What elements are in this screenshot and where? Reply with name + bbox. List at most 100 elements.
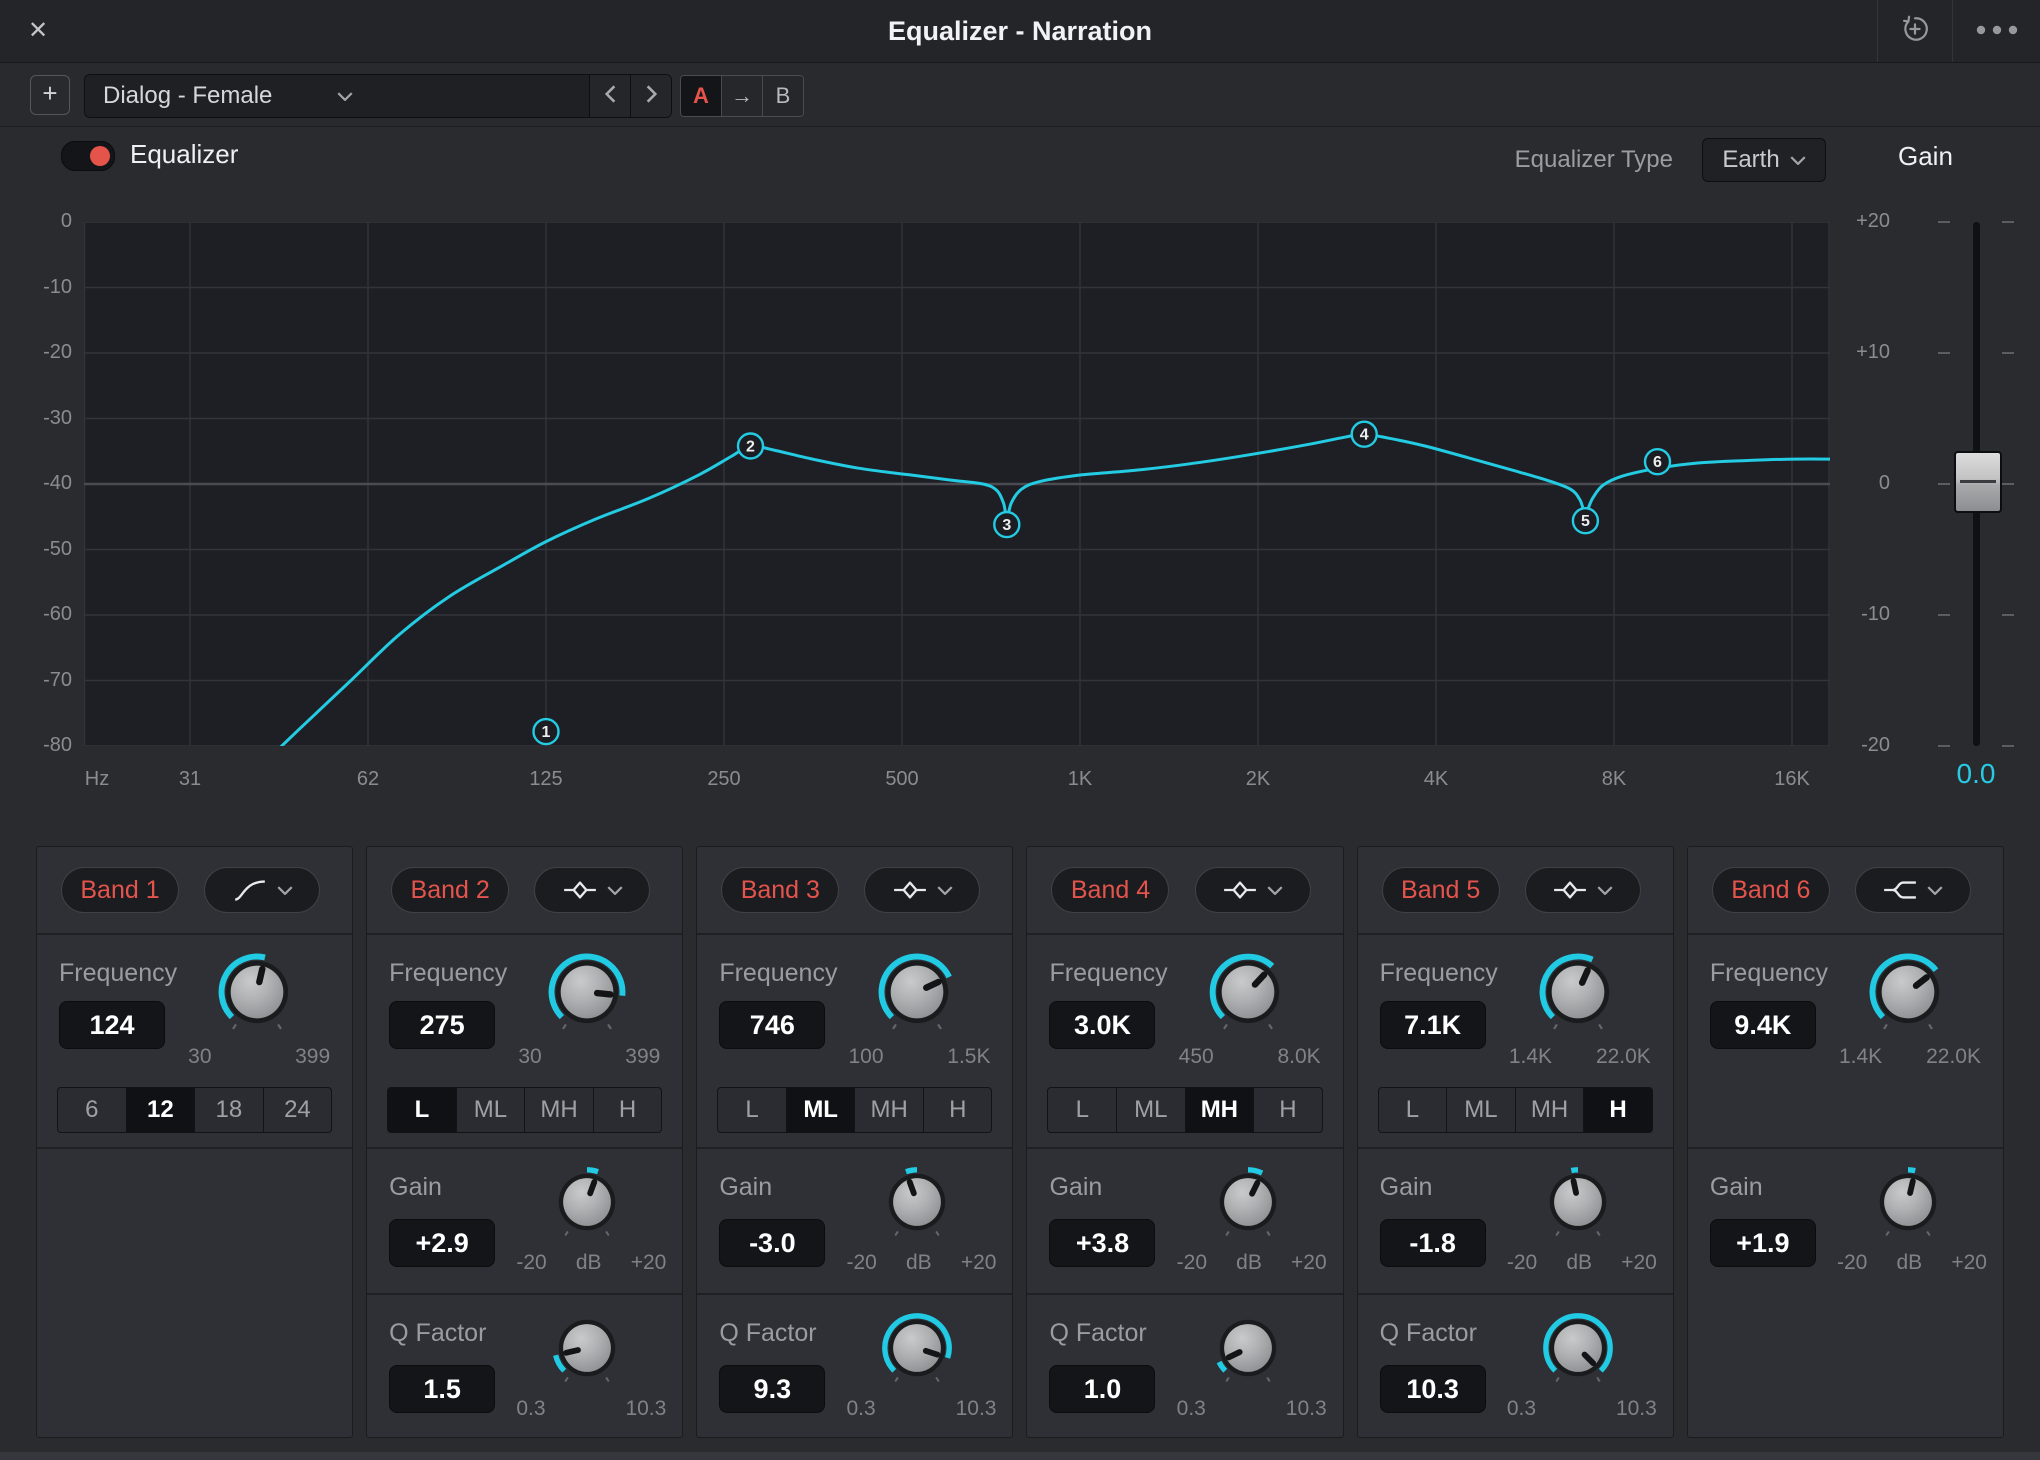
band-5-filter-dropdown[interactable]: [1524, 867, 1641, 913]
ab-a-button[interactable]: A: [681, 76, 721, 116]
band-4-header: Band 4: [1027, 847, 1342, 933]
band-1-frequency-knob[interactable]: [214, 949, 300, 1035]
band-2-selector-MH[interactable]: MH: [525, 1088, 593, 1132]
range-min-label: -20: [1836, 1251, 1868, 1274]
band-5-frequency-knob[interactable]: [1535, 949, 1621, 1035]
band-3-gain-value[interactable]: -3.0: [719, 1219, 826, 1267]
band-1-empty-section: [37, 1293, 352, 1437]
band-4-selector-ML[interactable]: ML: [1117, 1088, 1185, 1132]
band-4-button[interactable]: Band 4: [1051, 867, 1170, 913]
band-4-frequency-value[interactable]: 3.0K: [1049, 1001, 1156, 1049]
band-3-filter-dropdown[interactable]: [864, 867, 981, 913]
band-6-filter-dropdown[interactable]: [1854, 867, 1971, 913]
band-4-q-knob[interactable]: [1209, 1309, 1287, 1387]
band-3-q-value[interactable]: 9.3: [719, 1365, 826, 1413]
svg-text:3: 3: [1002, 517, 1011, 534]
eq-marker-6[interactable]: 6: [1643, 447, 1672, 476]
band-2-q-knob[interactable]: [548, 1309, 626, 1387]
band-3-gain-knob[interactable]: [878, 1163, 956, 1241]
band-1-frequency-value[interactable]: 124: [59, 1001, 165, 1049]
band-5-selector-H[interactable]: H: [1584, 1088, 1652, 1132]
band-5-q-knob[interactable]: [1539, 1309, 1617, 1387]
band-4-frequency-knob[interactable]: [1205, 949, 1291, 1035]
ab-b-button[interactable]: B: [762, 76, 803, 116]
eq-marker-2[interactable]: 2: [736, 432, 765, 460]
eq-marker-4[interactable]: 4: [1350, 420, 1378, 448]
band-4-selector-L[interactable]: L: [1048, 1088, 1117, 1132]
previous-preset-button[interactable]: [589, 75, 630, 117]
band-4-q-section: Q Factor 1.0 0.3 10.3: [1027, 1293, 1343, 1437]
band-3-selector-L[interactable]: L: [718, 1088, 786, 1132]
band-5-panel: Band 5 Frequency 7.1K 1.4K 22.0K: [1356, 846, 1674, 1438]
bottom-resize-bar[interactable]: [0, 1452, 2040, 1460]
band-5-gain-value[interactable]: -1.8: [1379, 1219, 1486, 1267]
preset-dropdown[interactable]: Dialog - Female: [85, 75, 589, 117]
band-2-selector-ML[interactable]: ML: [456, 1088, 525, 1132]
band-2-filter-dropdown[interactable]: [534, 867, 651, 913]
band-4-gain-value[interactable]: +3.8: [1049, 1219, 1156, 1267]
band-3-button[interactable]: Band 3: [721, 867, 840, 913]
band-3-frequency-knob[interactable]: [874, 949, 960, 1035]
y-axis-label: -10: [43, 276, 72, 298]
band-1-selector-18[interactable]: 18: [195, 1088, 263, 1132]
range-min-label: 1.4K: [1508, 1045, 1553, 1068]
reset-button[interactable]: [1878, 0, 1952, 62]
band-2-gain-knob[interactable]: [548, 1163, 626, 1241]
band-4-selector-H[interactable]: H: [1254, 1088, 1322, 1132]
close-button[interactable]: ✕: [27, 17, 49, 44]
band-4-selector-MH[interactable]: MH: [1185, 1088, 1254, 1132]
band-6-gain-value[interactable]: +1.9: [1709, 1219, 1816, 1267]
band-4-q-value[interactable]: 1.0: [1049, 1365, 1156, 1413]
band-2-frequency-value[interactable]: 275: [389, 1001, 496, 1049]
band-3-selector-H[interactable]: H: [923, 1088, 992, 1132]
band-1-button[interactable]: Band 1: [61, 867, 179, 913]
ab-arrow-button[interactable]: →: [721, 76, 762, 116]
band-1-selector-6[interactable]: 6: [58, 1088, 126, 1132]
eq-curve-plot[interactable]: 1 2 3 4 5 6: [84, 222, 1830, 746]
band-2-selector-L[interactable]: L: [388, 1088, 456, 1132]
band-1-filter-dropdown[interactable]: [204, 867, 321, 913]
next-preset-button[interactable]: [630, 75, 671, 117]
band-6-frequency-knob[interactable]: [1865, 949, 1951, 1035]
band-5-gain-knob[interactable]: [1539, 1163, 1617, 1241]
band-5-q-section: Q Factor 10.3 0.3 10.3: [1357, 1293, 1673, 1437]
band-5-frequency-value[interactable]: 7.1K: [1379, 1001, 1486, 1049]
band-4-filter-dropdown[interactable]: [1194, 867, 1311, 913]
band-5-selector-L[interactable]: L: [1378, 1088, 1447, 1132]
band-3-q-knob[interactable]: [878, 1309, 956, 1387]
eq-marker-5[interactable]: 5: [1571, 507, 1600, 535]
add-preset-button[interactable]: +: [30, 75, 70, 115]
chevron-down-icon: [607, 885, 623, 895]
band-2-selector-H[interactable]: H: [593, 1088, 662, 1132]
band-4-gain-knob[interactable]: [1209, 1163, 1287, 1241]
output-gain-value[interactable]: 0.0: [1956, 758, 1996, 789]
output-gain-fader-handle[interactable]: [1954, 451, 2002, 513]
band-5-q-value[interactable]: 10.3: [1379, 1365, 1486, 1413]
band-6-frequency-value[interactable]: 9.4K: [1709, 1001, 1816, 1049]
band-2-q-value[interactable]: 1.5: [389, 1365, 496, 1413]
band-2-button[interactable]: Band 2: [391, 867, 510, 913]
equalizer-toggle[interactable]: [61, 141, 115, 171]
y-axis-label: -60: [43, 603, 72, 625]
band-1-panel: Band 1 Frequency 124 30 399: [36, 846, 354, 1438]
band-2-frequency-knob[interactable]: [544, 949, 630, 1035]
band-4-selector: L ML MH H: [1047, 1087, 1323, 1133]
band-5-selector-ML[interactable]: ML: [1447, 1088, 1515, 1132]
band-3-selector-MH[interactable]: MH: [855, 1088, 923, 1132]
band-3-selector-ML[interactable]: ML: [786, 1088, 855, 1132]
band-2-gain-value[interactable]: +2.9: [389, 1219, 496, 1267]
frequency-label: Frequency: [59, 959, 178, 987]
equalizer-type-dropdown[interactable]: Earth: [1702, 138, 1826, 182]
options-menu-button[interactable]: [1953, 0, 2040, 62]
band-1-selector-12[interactable]: 12: [126, 1088, 195, 1132]
band-3-frequency-value[interactable]: 746: [719, 1001, 826, 1049]
band-5-gain-section: Gain -1.8 -20 dB +20: [1357, 1147, 1673, 1293]
eq-marker-3[interactable]: 3: [993, 510, 1021, 539]
band-6-button[interactable]: Band 6: [1711, 867, 1830, 913]
band-5-selector-MH[interactable]: MH: [1515, 1088, 1584, 1132]
band-5-button[interactable]: Band 5: [1381, 867, 1500, 913]
band-1-selector-24[interactable]: 24: [263, 1088, 332, 1132]
eq-marker-1[interactable]: 1: [532, 717, 560, 746]
band-6-gain-knob[interactable]: [1869, 1163, 1947, 1241]
